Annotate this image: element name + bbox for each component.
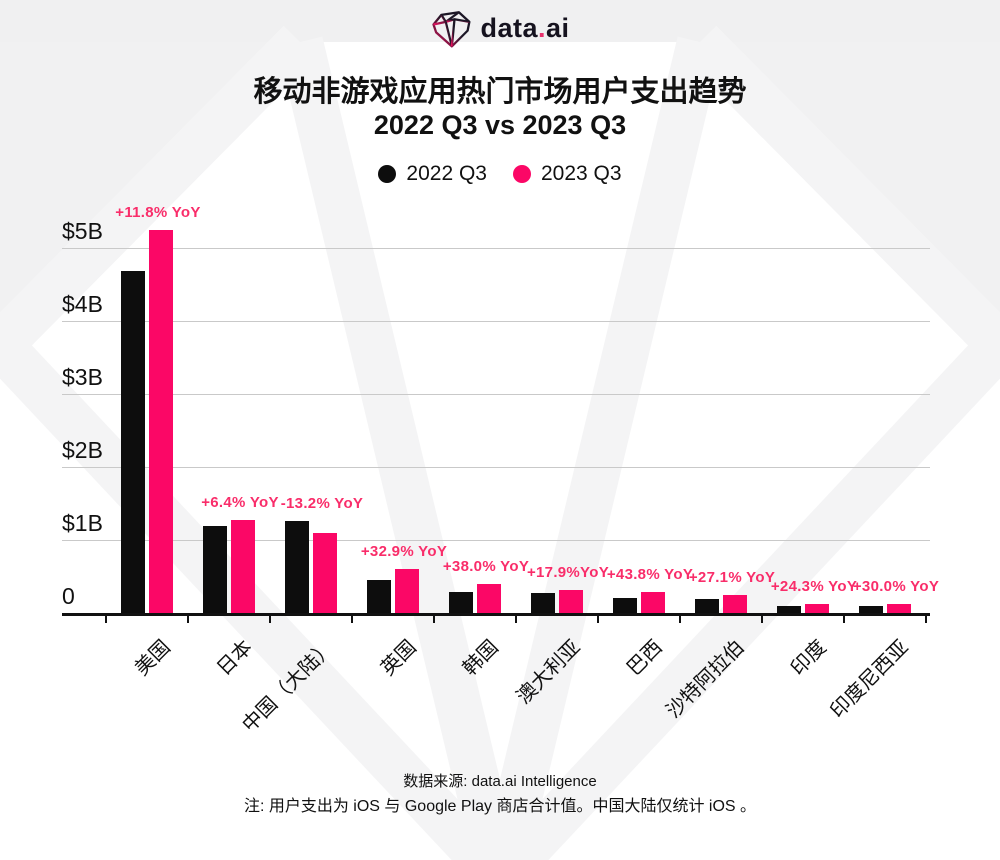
yoy-annotation-7: +27.1% YoY [688,569,776,586]
yoy-annotation-6: +43.8% YoY [606,566,694,583]
y-axis-label: $5B [62,218,103,244]
x-axis-tick [925,616,927,623]
bar-2023q3-9 [887,604,911,613]
y-axis-label: 0 [62,583,75,609]
y-axis-label: $2B [62,437,103,463]
yoy-annotation-3: +32.9% YoY [360,543,448,560]
bar-2022q3-1 [203,526,227,613]
bar-2023q3-4 [477,584,501,613]
x-axis-tick [679,616,681,623]
x-axis-tick [433,616,435,623]
bar-2023q3-0 [149,230,173,613]
chart-title-line1: 移动非游戏应用热门市场用户支出趋势 [253,76,747,108]
bar-2023q3-1 [231,520,255,613]
bar-2022q3-0 [121,271,145,613]
legend-dot [513,165,531,183]
bar-2022q3-9 [859,606,883,613]
gridline-$3B [62,394,930,395]
y-axis-label: $4B [62,291,103,317]
bar-2022q3-5 [531,593,555,613]
bar-2023q3-8 [805,604,829,613]
x-axis-tick [843,616,845,623]
x-axis-tick [187,616,189,623]
legend-dot [378,165,397,183]
chart-title-line2: 2022 Q3 vs 2023 Q3 [373,110,627,140]
legend-item-1: 2023 Q3 [513,162,622,186]
yoy-annotation-1: +6.4% YoY [201,494,279,511]
legend: 2022 Q3 2023 Q3 [0,162,1000,186]
bar-2023q3-2 [313,533,337,613]
source-note: 数据来源: data.ai Intelligence [403,773,597,790]
bar-2022q3-8 [777,606,801,613]
y-axis-label: $3B [62,364,103,390]
bar-2023q3-3 [395,569,419,613]
yoy-annotation-8: +24.3% YoY [770,578,858,595]
gridline-$4B [62,321,930,322]
x-axis-tick [269,616,271,623]
method-note: 注: 用户支出为 iOS 与 Google Play 商店合计值。中国大陆仅统计… [243,798,757,815]
yoy-annotation-5: +17.9%YoY [526,564,610,581]
legend-item-0: 2022 Q3 [378,162,487,186]
y-axis-label: $1B [62,510,103,536]
gridline-$5B [62,248,930,249]
x-axis-tick [105,616,107,623]
bar-2023q3-6 [641,592,665,613]
bar-2023q3-7 [723,595,747,613]
gridline-$2B [62,467,930,468]
x-axis-tick [351,616,353,623]
gridline-$1B [62,540,930,541]
logo-wordmark: data.ai [480,12,570,43]
x-axis-tick [761,616,763,623]
dataai-logo: data.ai [0,6,1000,50]
bar-2022q3-6 [613,598,637,613]
legend-label: 2022 Q3 [406,162,487,185]
diamond-logo-icon [432,11,471,48]
x-axis-tick [515,616,517,623]
yoy-annotation-4: +38.0% YoY [442,558,530,575]
bar-2022q3-7 [695,599,719,613]
legend-label: 2023 Q3 [541,162,622,185]
x-axis-tick [597,616,599,623]
bar-2023q3-5 [559,590,583,613]
x-axis-line [62,613,930,616]
yoy-annotation-2: -13.2% YoY [280,495,364,512]
yoy-annotation-0: +11.8% YoY [115,204,201,221]
yoy-annotation-9: +30.0% YoY [852,578,940,595]
bar-2022q3-2 [285,521,309,613]
bar-2022q3-3 [367,580,391,613]
bar-2022q3-4 [449,592,473,613]
